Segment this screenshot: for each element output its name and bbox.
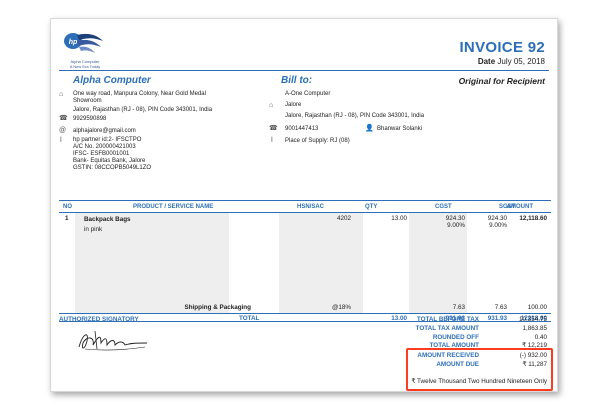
info-icon: ǀ [60,137,62,144]
seller-name: Alpha Computer [73,75,151,86]
total-row: TOTAL 13.00 931.93 931.93 12218.60 [59,313,551,322]
seller-address-2: Showroom [73,98,102,104]
total-cgst: 931.93 [445,315,465,322]
total-qty: 13.00 [391,315,407,322]
summary-label: ROUNDED OFF [432,334,479,341]
logo-caption: Alpha Computer A New Era Today [69,59,101,69]
col-shade [279,213,363,313]
seller-note-2: A/C No. 200000421003 [73,144,136,150]
invoice-title: INVOICE 92 [459,39,545,56]
amount-due-label: AMOUNT DUE [436,361,479,368]
col-shade [409,213,467,313]
amount-received-value: (-) 932.00 [519,352,547,359]
bill-to-label: Bill to: [281,75,313,86]
item-amount: 12,118.60 [519,215,547,222]
item-sgst: 924.30 9.00% [487,215,507,229]
bill-to-phone: 9001447413 [285,126,319,132]
invoice-sheet: hp Alpha Computer A New Era Today INVOIC… [50,18,558,392]
col-hsn: HSN/SAC [297,204,325,210]
seller-note-4: Bank- Equitas Bank, Jalore [73,158,146,164]
summary-value: 0.40 [534,334,547,341]
home-icon: ⌂ [59,91,64,98]
row-no: 1 [65,215,69,222]
email-icon: @ [59,127,67,134]
item-hsn: 4202 [336,215,351,222]
seller-note-5: GSTIN: 08CCOPB5049L1ZO [73,165,152,171]
total-label: TOTAL [239,315,260,322]
col-product: PRODUCT / SERVICE NAME [133,204,214,210]
shipping-sgst: 7.63 [494,304,507,311]
company-logo: hp [64,33,103,53]
seller-address-3: Jalore, Rajasthan (RJ - 08), PIN Code 34… [73,107,213,113]
shipping-amount: 100.00 [527,304,547,311]
shipping-cgst: 7.63 [452,304,465,311]
signature-image [78,330,148,351]
total-amount: 12218.60 [520,315,547,322]
table-header: NO PRODUCT / SERVICE NAME HSN/SAC QTY CG… [59,200,551,213]
items-table: NO PRODUCT / SERVICE NAME HSN/SAC QTY CG… [59,200,551,322]
item-desc: in pink [84,226,103,233]
amount-received-label: AMOUNT RECEIVED [417,352,479,359]
item-qty: 13.00 [391,215,407,222]
phone-icon: ☎ [59,115,68,122]
col-qty: QTY [365,204,378,210]
bill-to-address: Jalore, Rajasthan (RJ - 08), PIN Code 34… [285,113,425,119]
summary-label: TOTAL TAX AMOUNT [415,325,479,332]
summary-value: 10,354.75 [518,316,547,323]
info-icon: ǀ [271,137,273,144]
col-sgst: SGST [499,204,516,210]
signatory-label: AUTHORIZED SIGNATORY [59,316,139,323]
col-shade [75,213,229,313]
shipping-label: Shipping & Packaging [184,304,251,311]
summary-label: TOTAL BEFORE TAX [416,316,479,323]
item-cgst: 924.30 9.00% [445,215,465,229]
home-icon: ⌂ [269,102,274,109]
highlight-box [406,348,553,391]
amount-in-words: ₹ Twelve Thousand Two Hundred Nineteen O… [411,378,547,385]
seller-phone: 9929590898 [73,116,107,122]
original-label: Original for Recipient [458,76,545,86]
user-icon: 👤 [365,125,374,132]
bill-to-company: A-One Computer [285,91,331,97]
summary-value: 1,863.85 [522,325,547,332]
summary-value: ₹ 12,219 [521,342,547,349]
bill-to-contact: Bhanwar Solanki [377,126,423,132]
seller-address-1: One way road, Manpura Colony, Near Gold … [73,91,206,97]
bill-to-city: Jalore [285,102,302,108]
svg-text:hp: hp [69,39,78,46]
seller-email: alphajalore@gmail.com [73,128,136,134]
col-cgst: CGST [435,204,452,210]
header-divider [59,70,549,71]
shipping-rate: @18% [332,304,351,311]
seller-note-1: hp partner id:2- IFSCTPO [73,137,142,143]
place-of-supply: Place of Supply: RJ (08) [285,138,350,144]
total-sgst: 931.93 [487,315,507,322]
amount-due-value: ₹ 11,287 [522,361,547,368]
col-amount: AMOUNT [506,204,533,210]
col-no: NO [63,204,72,210]
phone-icon: ☎ [269,125,278,132]
invoice-date: Date July 05, 2018 [477,57,545,66]
summary-label: TOTAL AMOUNT [429,342,479,349]
seller-note-3: IFSC- ESFB0001001 [73,151,130,157]
item-name: Backpack Bags [84,216,131,223]
